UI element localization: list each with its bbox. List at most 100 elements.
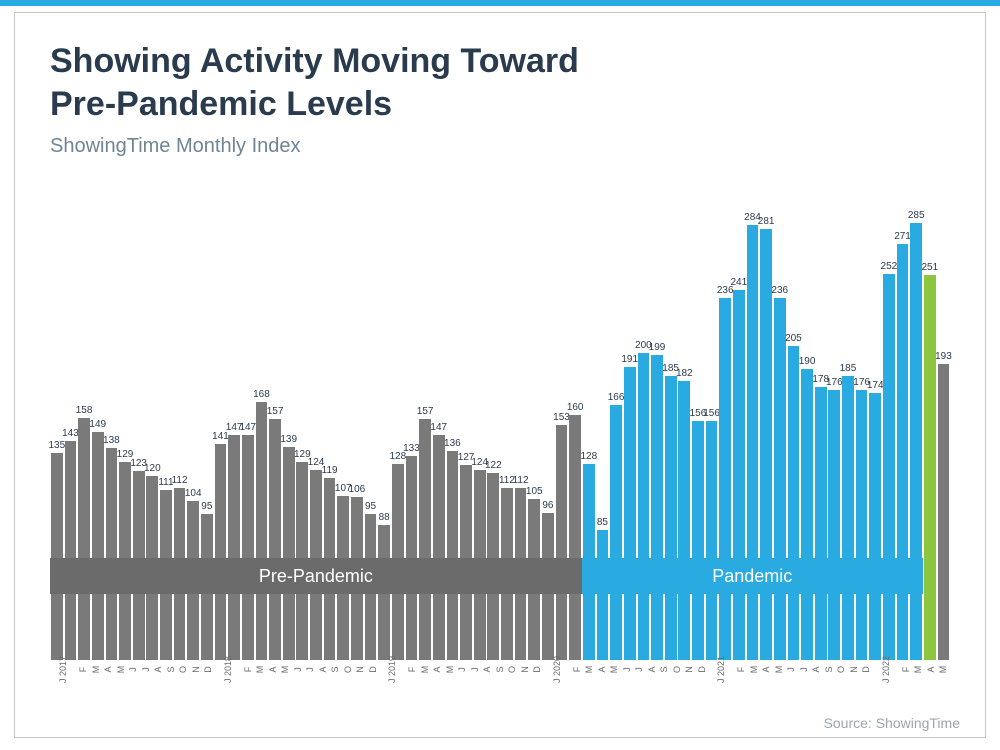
x-tick-label: M — [420, 663, 429, 676]
x-tick-label: A — [483, 663, 492, 676]
x-tick-label: S — [331, 663, 340, 676]
bar-value-label: 133 — [403, 444, 420, 454]
bar-slot: 193 — [937, 200, 951, 660]
bar-value-label: 138 — [103, 436, 120, 446]
x-tick-label: A — [762, 663, 771, 676]
era-pan-text: Pandemic — [712, 566, 792, 587]
x-tick-label: J — [470, 663, 479, 676]
bar-value-label: 158 — [76, 406, 93, 416]
x-tick-label: A — [318, 663, 327, 676]
bar: 149 — [92, 432, 104, 660]
bar: 156 — [692, 421, 704, 660]
bar-value-label: 251 — [921, 263, 938, 273]
bar-value-label: 147 — [430, 423, 447, 433]
x-tick-label: N — [191, 663, 200, 676]
bar: 182 — [678, 381, 690, 660]
bar: 205 — [788, 346, 800, 660]
x-tick-label: M — [281, 663, 290, 676]
x-tick-label: A — [268, 663, 277, 676]
x-tick-label: J 2020 — [553, 656, 562, 683]
x-tick-label: J 2021 — [717, 656, 726, 683]
bar: 191 — [624, 367, 636, 660]
bar-value-label: 106 — [349, 485, 366, 495]
x-tick-label: M — [610, 663, 619, 676]
x-tick-label: D — [204, 663, 213, 676]
bar-value-label: 95 — [201, 502, 212, 512]
x-tick-label: O — [837, 663, 846, 676]
bar-value-label: 168 — [253, 390, 270, 400]
title-block: Showing Activity Moving Toward Pre-Pande… — [50, 40, 579, 158]
bar-value-label: 191 — [621, 355, 638, 365]
bar: 185 — [665, 376, 677, 660]
bar-value-label: 139 — [280, 435, 297, 445]
x-tick-label: N — [849, 663, 858, 676]
bar-value-label: 112 — [172, 476, 188, 486]
x-tick-label: F — [901, 663, 910, 676]
bar: 285 — [910, 223, 922, 660]
x-tick-label: J 2017 — [59, 656, 68, 683]
bar-value-label: 174 — [867, 381, 884, 391]
x-tick-label: M — [256, 663, 265, 676]
bar-value-label: 96 — [542, 501, 553, 511]
bar: 174 — [869, 393, 881, 660]
bar-value-label: 285 — [908, 211, 925, 221]
bar: 166 — [610, 405, 622, 660]
x-tick-label: M — [939, 663, 948, 676]
bar-value-label: 88 — [379, 513, 390, 523]
bar: 284 — [747, 225, 759, 660]
bar: 176 — [856, 390, 868, 660]
era-label-pre-pandemic: Pre-Pandemic — [50, 558, 582, 594]
source-attribution: Source: ShowingTime — [824, 715, 960, 731]
bar: 251 — [924, 275, 936, 660]
x-tick-label: M — [749, 663, 758, 676]
bar: 193 — [938, 364, 950, 660]
bar: 147 — [433, 435, 445, 660]
bar: 190 — [801, 369, 813, 660]
x-tick-label: M — [445, 663, 454, 676]
x-tick-label: J 2022 — [882, 656, 891, 683]
x-tick-label: A — [154, 663, 163, 676]
x-tick-label: N — [685, 663, 694, 676]
x-tick-label: M — [116, 663, 125, 676]
bar-value-label: 157 — [267, 407, 284, 417]
x-tick-label: D — [368, 663, 377, 676]
bar: 236 — [719, 298, 731, 660]
bar-value-label: 104 — [185, 489, 202, 499]
x-tick-label: J — [799, 663, 808, 676]
x-tick-label: J 2019 — [388, 656, 397, 683]
bar: 157 — [419, 419, 431, 660]
x-tick-label: J — [306, 663, 315, 676]
bar: 252 — [883, 274, 895, 660]
bar-value-label: 271 — [894, 232, 911, 242]
x-axis-labels: J 2017FMAMJJASONDJ 2018FMAMJJASONDJ 2019… — [50, 665, 950, 674]
bar-value-label: 190 — [799, 357, 816, 367]
era-pre-text: Pre-Pandemic — [259, 566, 373, 587]
bar-value-label: 252 — [881, 262, 898, 272]
bar-value-label: 281 — [758, 217, 775, 227]
x-tick-label: J — [635, 663, 644, 676]
x-tick-label: O — [672, 663, 681, 676]
bar: 141 — [215, 444, 227, 660]
bar-value-label: 136 — [444, 439, 461, 449]
bar: 176 — [828, 390, 840, 660]
x-tick-label: M — [914, 663, 923, 676]
bar: 158 — [78, 418, 90, 660]
era-label-pandemic: Pandemic — [582, 558, 923, 594]
page-title: Showing Activity Moving Toward Pre-Pande… — [50, 40, 579, 125]
x-tick-label: S — [824, 663, 833, 676]
x-tick-label: S — [166, 663, 175, 676]
bar-value-label: 156 — [703, 409, 720, 419]
bar-value-label: 157 — [417, 407, 434, 417]
bar-value-label: 147 — [239, 423, 256, 433]
x-tick-label: D — [533, 663, 542, 676]
bar: 135 — [51, 453, 63, 660]
bar-value-label: 205 — [785, 334, 802, 344]
bar: 153 — [556, 425, 568, 660]
x-tick-label: J 2018 — [224, 656, 233, 683]
x-tick-label: J — [141, 663, 150, 676]
x-tick-label: A — [647, 663, 656, 676]
x-tick-label: A — [926, 663, 935, 676]
bar-value-label: 182 — [676, 369, 693, 379]
bar: 168 — [256, 402, 268, 660]
bar: 160 — [569, 415, 581, 660]
